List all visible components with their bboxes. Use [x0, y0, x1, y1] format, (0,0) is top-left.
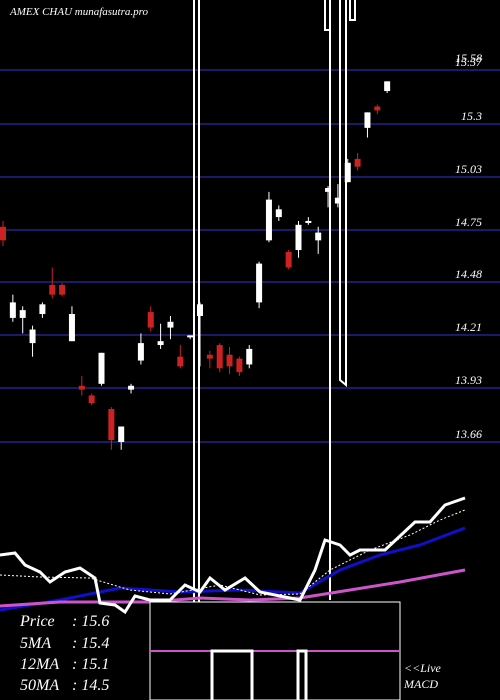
candle-up-body — [187, 335, 194, 338]
y-tick-label: 13.93 — [455, 373, 482, 387]
candle-up-body — [384, 81, 391, 92]
ma12-value: : 15.1 — [72, 656, 110, 673]
macd-title: MACD — [404, 677, 438, 691]
y-tick-label: 14.75 — [455, 215, 482, 229]
y-tick-label: 15.3 — [461, 109, 482, 123]
ma12-row: 12MA : 15.1 — [20, 655, 109, 675]
candle-up-body — [157, 341, 164, 346]
candle-down-body — [177, 356, 184, 367]
price-line — [0, 496, 466, 615]
macd-bar-outline — [210, 649, 254, 700]
candle-up-body — [9, 302, 16, 318]
y-tick-label: 15.58 — [455, 51, 482, 65]
moving-average-lines — [0, 496, 466, 615]
candle-up-body — [305, 220, 312, 223]
candle-up-body — [275, 209, 282, 218]
macd-panel — [149, 601, 401, 700]
candle-down-body — [226, 354, 233, 367]
ma-long-line — [0, 568, 466, 608]
vertical-marker-line — [324, 0, 356, 600]
macd-caption: <<Live MACD — [404, 660, 441, 692]
candle-up-body — [256, 263, 263, 303]
y-tick-label: 14.21 — [455, 320, 482, 334]
candle-down-body — [49, 284, 56, 295]
candle-down-body — [236, 358, 243, 373]
ma5-row: 5MA : 15.4 — [20, 634, 109, 654]
candle-up-body — [246, 348, 253, 365]
candles — [0, 81, 391, 450]
candle-up-body — [167, 321, 174, 328]
ma-short-line — [0, 509, 466, 596]
candle-up-body — [295, 224, 302, 251]
price-label: Price — [20, 613, 55, 630]
ma5-label: 5MA — [20, 635, 52, 652]
candle-up-body — [128, 385, 135, 390]
candle-up-body — [315, 232, 322, 241]
candle-down-body — [88, 395, 95, 404]
candle-down-body — [206, 354, 213, 359]
price-value: : 15.6 — [72, 613, 110, 630]
vertical-markers — [193, 0, 356, 700]
candle-up-body — [137, 343, 144, 361]
ma5-value: : 15.4 — [72, 635, 110, 652]
y-tick-label: 13.66 — [455, 427, 482, 441]
macd-live-label: <<Live — [404, 661, 441, 675]
candle-up-body — [197, 304, 203, 316]
candle-up-body — [68, 314, 75, 342]
macd-bar-outline — [296, 649, 308, 700]
y-tick-label: 15.03 — [455, 162, 482, 176]
candle-down-body — [216, 345, 223, 369]
candle-up-body — [19, 310, 26, 318]
candle-down-body — [374, 106, 381, 111]
ma50-value: : 14.5 — [72, 677, 110, 694]
chart-watermark: AMEX CHAU munafasutra.pro — [10, 6, 149, 18]
ma-mid-line — [0, 526, 466, 612]
candle-down-body — [108, 409, 115, 441]
candle-down-body — [354, 158, 361, 167]
ma50-row: 50MA : 14.5 — [20, 676, 109, 696]
candle-up-body — [29, 329, 36, 344]
y-tick-label: 14.48 — [455, 267, 482, 281]
candle-up-body — [39, 304, 46, 315]
candle-down-body — [0, 226, 6, 241]
candle-up-body — [98, 352, 105, 384]
price-row: Price : 15.6 — [20, 612, 109, 632]
candle-up-body — [325, 187, 332, 192]
candle-up-body — [364, 112, 371, 128]
ma12-label: 12MA — [20, 656, 60, 673]
candle-down-body — [59, 284, 66, 295]
candle-down-body — [285, 251, 292, 268]
price-gridlines — [0, 69, 500, 443]
candle-up-body — [334, 197, 341, 204]
candle-down-body — [78, 385, 85, 390]
candle-up-body — [118, 426, 125, 442]
candle-up-body — [265, 199, 272, 241]
ma50-label: 50MA — [20, 677, 60, 694]
candle-up-body — [344, 162, 351, 183]
y-tick-label: 15.57 — [455, 55, 483, 69]
candle-down-body — [147, 312, 154, 328]
